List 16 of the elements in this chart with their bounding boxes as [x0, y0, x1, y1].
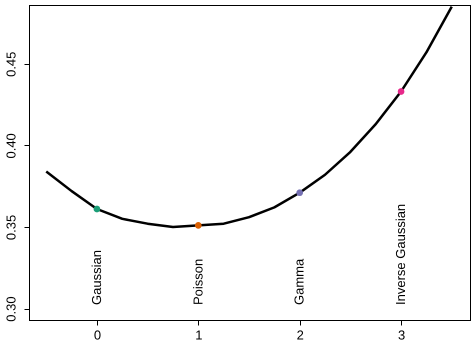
point [194, 222, 202, 229]
x-tick-label: 0 [94, 328, 102, 342]
point [94, 206, 100, 212]
y-tick-label: 0.35 [4, 214, 18, 240]
point [296, 189, 304, 196]
x-tick-label: 3 [398, 328, 406, 342]
annotation: Gaussian [88, 250, 104, 305]
annotation: Inverse Gaussian [393, 204, 408, 305]
y-tick-label: 0.45 [4, 52, 18, 77]
x-tick-label: 1 [195, 328, 202, 342]
annotation: Gamma [292, 258, 307, 305]
y-tick-label: 0.40 [4, 133, 18, 159]
annotation: Poisson [190, 258, 206, 305]
y-tick-label: 0.30 [4, 296, 18, 322]
point [398, 88, 404, 95]
x-tick-label: 2 [296, 328, 304, 342]
